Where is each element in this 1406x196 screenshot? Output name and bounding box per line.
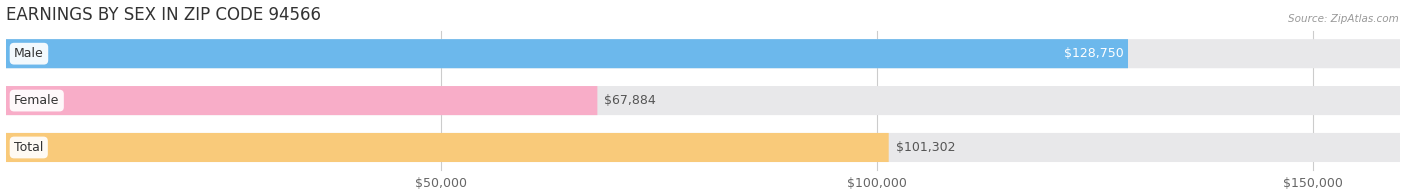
FancyBboxPatch shape bbox=[6, 39, 1400, 68]
FancyBboxPatch shape bbox=[6, 86, 1400, 115]
Text: EARNINGS BY SEX IN ZIP CODE 94566: EARNINGS BY SEX IN ZIP CODE 94566 bbox=[6, 5, 321, 24]
FancyBboxPatch shape bbox=[6, 39, 1128, 68]
FancyBboxPatch shape bbox=[6, 133, 1400, 162]
FancyBboxPatch shape bbox=[6, 133, 889, 162]
FancyBboxPatch shape bbox=[6, 86, 598, 115]
Text: Source: ZipAtlas.com: Source: ZipAtlas.com bbox=[1288, 14, 1399, 24]
Text: $67,884: $67,884 bbox=[605, 94, 657, 107]
Text: $101,302: $101,302 bbox=[896, 141, 955, 154]
Text: Male: Male bbox=[14, 47, 44, 60]
Text: Total: Total bbox=[14, 141, 44, 154]
Text: Female: Female bbox=[14, 94, 59, 107]
Text: $128,750: $128,750 bbox=[1064, 47, 1123, 60]
